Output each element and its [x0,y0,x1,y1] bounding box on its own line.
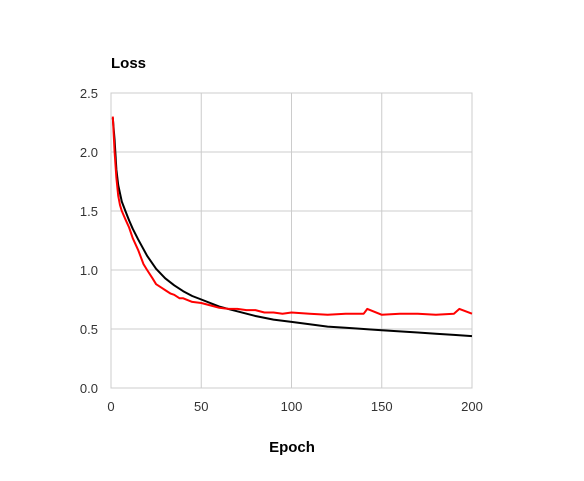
series-line-1 [111,116,473,316]
y-tick-label: 1.5 [80,204,98,219]
y-tick-label: 0.0 [80,381,98,396]
y-tick-label: 0.5 [80,322,98,337]
x-axis-label: Epoch [269,439,315,456]
plot-frame [110,92,473,389]
y-tick-label: 1.0 [80,263,98,278]
x-tick-labels: 0 50 100 150 200 [107,399,482,414]
x-tick-label: 100 [281,399,303,414]
y-tick-label: 2.0 [80,145,98,160]
series-layer [111,116,473,338]
x-tick-label: 200 [461,399,483,414]
y-tick-label: 2.5 [80,86,98,101]
x-tick-label: 150 [371,399,393,414]
x-tick-label: 50 [194,399,208,414]
series-line-0 [111,117,473,338]
grid [110,92,473,389]
chart-title: Loss [111,55,146,72]
y-tick-labels: 0.0 0.5 1.0 1.5 2.0 2.5 [80,86,98,396]
x-tick-label: 0 [107,399,114,414]
